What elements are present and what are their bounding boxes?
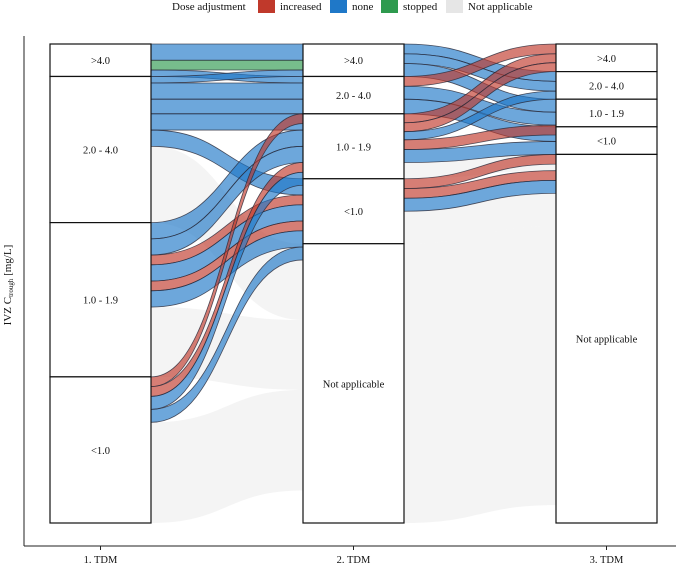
stratum-label: 2.0 - 4.0 <box>336 91 371 102</box>
legend-label-none: none <box>352 1 374 13</box>
stratum-box <box>49 43 152 78</box>
stratum-label: >4.0 <box>91 56 110 67</box>
x-axis: 1. TDM 2. TDM 3. TDM <box>23 36 676 566</box>
stratum-box <box>302 43 405 78</box>
stratum-box <box>49 376 152 524</box>
x-tick-label: 3. TDM <box>590 555 624 566</box>
legend: Dose adjustment increased none stopped Not a… <box>172 0 533 13</box>
strata: >4.0 2.0 - 4.0 1.0 - 1.9 <1.0 >4.0 2.0 - 4.0 1… <box>49 43 658 524</box>
stratum-box <box>555 126 658 156</box>
stratum-box <box>555 71 658 100</box>
tdm2-tdm3-flow-na <box>404 225 556 524</box>
stratum-box <box>302 243 405 524</box>
stratum-label: 1.0 - 1.9 <box>589 109 624 120</box>
stratum-label: 1.0 - 1.9 <box>336 142 371 153</box>
x-tick-label: 2. TDM <box>337 555 371 566</box>
stratum-box <box>302 75 405 115</box>
stratum-label: <1.0 <box>91 446 110 457</box>
tdm1-tdm2-flow-stopped <box>150 59 304 71</box>
legend-label-increased: increased <box>280 1 322 13</box>
stratum-box <box>49 75 152 224</box>
stratum-label: 1.0 - 1.9 <box>83 296 118 307</box>
stratum-label: 2.0 - 4.0 <box>589 81 624 92</box>
stratum-label: Not applicable <box>576 335 638 346</box>
y-axis-label-unit: [mg/L] <box>2 245 14 279</box>
tdm2-tdm3-flow-na <box>404 193 556 244</box>
flows <box>150 43 557 524</box>
stratum-label: >4.0 <box>597 54 616 65</box>
tdm1-tdm2-flow-na <box>151 389 303 523</box>
y-axis-label: IVZ Ctrough [mg/L] <box>2 245 15 326</box>
legend-key-stopped <box>381 0 398 13</box>
y-axis-label-main: IVZ C <box>2 297 14 325</box>
stratum-box <box>555 98 658 128</box>
stratum-box <box>555 153 658 524</box>
legend-key-na <box>446 0 463 13</box>
legend-label-stopped: stopped <box>403 1 438 13</box>
y-axis-label-sub: trough <box>7 278 15 297</box>
legend-label-na: Not applicable <box>468 1 533 13</box>
x-tick-label: 1. TDM <box>84 555 118 566</box>
stratum-box <box>49 222 152 378</box>
legend-key-none <box>330 0 347 13</box>
stratum-label: <1.0 <box>344 207 363 218</box>
stratum-label: 2.0 - 4.0 <box>83 146 118 157</box>
tdm1-tdm2-flow-none <box>150 98 304 115</box>
legend-key-increased <box>258 0 275 13</box>
tdm1-tdm2-flow-none <box>150 82 304 100</box>
legend-title: Dose adjustment <box>172 1 246 13</box>
stratum-box <box>302 113 405 180</box>
stratum-label: Not applicable <box>323 379 385 390</box>
tdm1-tdm2-flow-none <box>150 43 304 61</box>
stratum-label: <1.0 <box>597 137 616 148</box>
stratum-label: >4.0 <box>344 56 363 67</box>
